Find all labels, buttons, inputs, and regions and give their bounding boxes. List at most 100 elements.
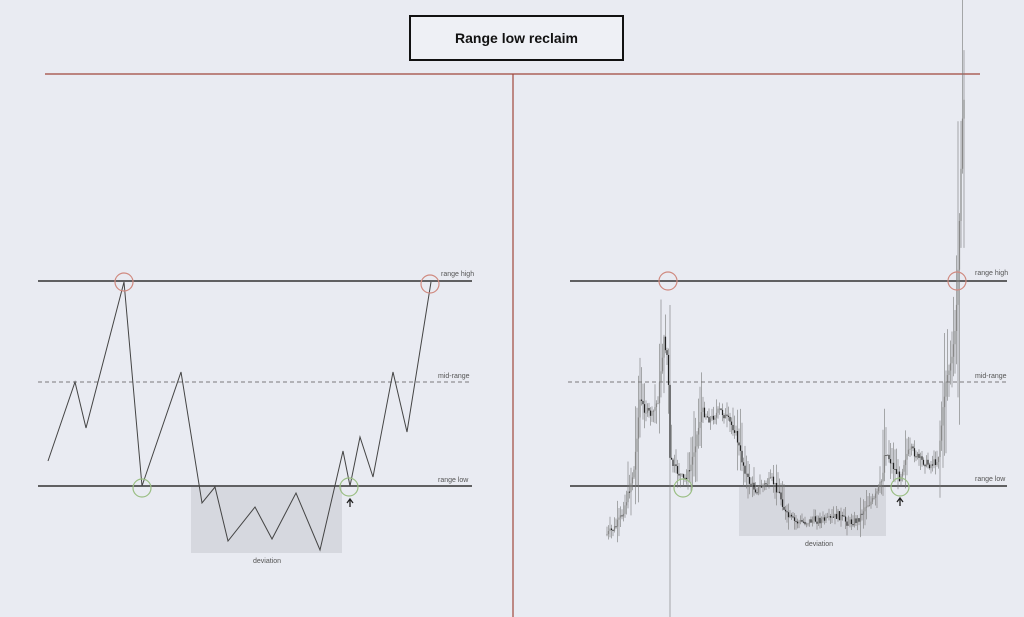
candle-body <box>906 453 908 460</box>
candle-body <box>736 430 739 443</box>
range-high-label: range high <box>975 270 1008 277</box>
candle-body <box>721 409 724 416</box>
candle-body <box>904 459 907 466</box>
candle-body <box>792 516 794 518</box>
high-circle <box>420 274 440 294</box>
candle-body <box>862 511 865 515</box>
candle-body <box>708 417 710 423</box>
candle-body <box>678 473 680 476</box>
candle-body <box>885 455 887 457</box>
candle-body <box>843 515 845 517</box>
candle-body <box>820 519 823 524</box>
candle-body <box>634 451 637 470</box>
left-panel: deviation range high mid-range range low <box>38 271 474 565</box>
candle-body <box>625 502 628 506</box>
candle-body <box>844 516 847 522</box>
candle-body <box>687 470 689 480</box>
candle-body <box>921 456 923 460</box>
candle-body <box>816 521 818 524</box>
candle-body <box>934 459 937 466</box>
candle-body <box>730 421 733 425</box>
low-circle <box>673 478 693 498</box>
candle-body <box>870 501 872 506</box>
candle-body <box>696 434 698 447</box>
candle-body <box>817 517 820 524</box>
candle-body <box>624 505 626 514</box>
candle-body <box>912 446 914 449</box>
candle-body <box>712 415 715 420</box>
candle-body <box>616 519 619 527</box>
candle-body <box>679 474 682 476</box>
candle-body <box>834 513 836 517</box>
candle-body <box>858 518 860 522</box>
candle-body <box>747 473 749 477</box>
candle-body <box>838 511 841 521</box>
candle-body <box>808 519 811 524</box>
candle-body <box>655 403 658 408</box>
candle-body <box>738 442 740 446</box>
candle-body <box>814 516 817 522</box>
candle-body <box>840 515 842 521</box>
candle-body <box>609 528 611 532</box>
candle-body <box>846 521 848 526</box>
candle-body <box>871 498 874 502</box>
candle-body <box>672 459 674 466</box>
candle-body <box>727 415 730 417</box>
candle-body <box>823 517 826 521</box>
right-panel: deviation range high mid-range range low <box>568 0 1008 617</box>
candle-body <box>676 466 679 474</box>
candle-body <box>930 464 932 469</box>
candle-body <box>717 408 719 413</box>
candle-body <box>628 491 631 493</box>
candle-body <box>915 456 917 458</box>
candle-body <box>907 449 910 454</box>
candle-body <box>826 516 829 518</box>
candle-body <box>735 430 737 433</box>
candle-body <box>610 528 613 531</box>
candle-body <box>666 350 668 355</box>
candle-body <box>684 477 686 479</box>
candle-body <box>613 526 616 531</box>
candle-body <box>663 336 665 358</box>
title-box: Range low reclaim <box>409 15 624 61</box>
candle-body <box>670 457 673 460</box>
candle-body <box>720 408 722 410</box>
candle-body <box>606 534 608 536</box>
candle-body <box>640 399 643 401</box>
low-circle <box>339 477 359 497</box>
candle-body <box>819 517 821 524</box>
candle-body <box>852 524 854 526</box>
candle-body <box>955 304 958 331</box>
candle-body <box>681 474 683 476</box>
candle-body <box>631 477 634 484</box>
candle-body <box>939 440 941 458</box>
candle-body <box>775 482 778 493</box>
deviation-box <box>191 487 342 553</box>
candle-body <box>903 465 905 472</box>
candle-body <box>718 408 721 410</box>
candle-body <box>751 482 754 485</box>
candle-body <box>667 354 670 385</box>
candle-body <box>778 491 781 493</box>
candle-body <box>618 517 620 520</box>
candle-body <box>621 515 623 517</box>
candle-body <box>841 515 844 517</box>
candle-body <box>777 491 779 493</box>
candle-body <box>688 470 691 472</box>
candle-body <box>937 457 940 463</box>
candle-body <box>961 118 964 169</box>
candle-body <box>856 518 859 523</box>
candle-body <box>726 414 728 416</box>
candle-body <box>739 445 742 451</box>
candle-body <box>772 476 775 485</box>
title: Range low reclaim <box>455 30 578 46</box>
candle-body <box>882 472 884 482</box>
candle-body <box>960 168 962 221</box>
candle-body <box>859 513 862 522</box>
price-zigzag <box>47 281 432 552</box>
candle-body <box>868 505 871 507</box>
low-circle <box>132 478 152 498</box>
candle-body <box>675 464 677 467</box>
candle-body <box>931 464 934 466</box>
candle-body <box>837 511 839 519</box>
